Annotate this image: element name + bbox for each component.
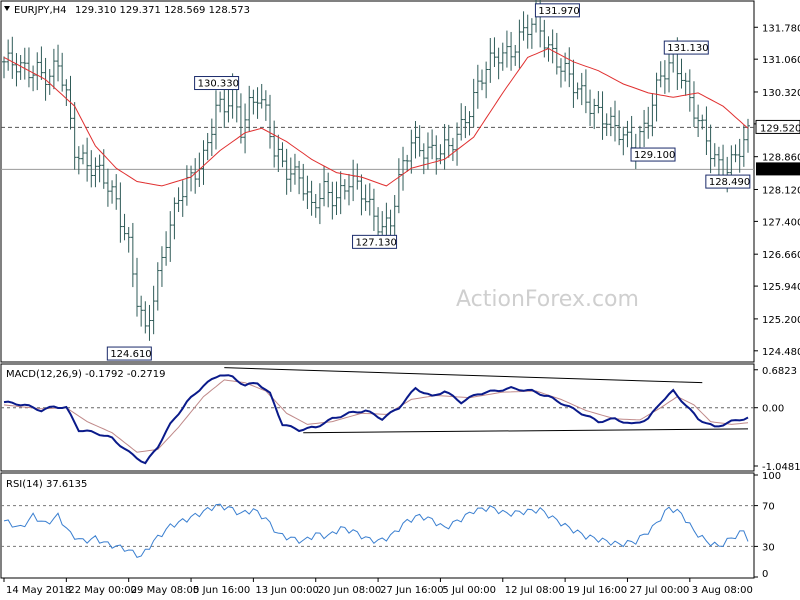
price-annotation-box xyxy=(705,174,751,189)
price-y-tick-label: 131.060 xyxy=(762,55,800,66)
x-tick-label: 14 May 2018 xyxy=(6,585,71,596)
x-tick-label: 29 May 08:00 xyxy=(131,585,200,596)
rsi-panel-frame xyxy=(0,472,755,579)
price-y-tick-label: 127.400 xyxy=(762,217,800,228)
level-price-label: 129.520 xyxy=(760,123,800,134)
price-annotation-box xyxy=(663,40,709,55)
rsi-series xyxy=(1,503,754,559)
header-symbol: EURJPY,H4 xyxy=(14,5,67,16)
current-price-label: 128.573 xyxy=(760,165,800,176)
current-price-box xyxy=(756,162,800,176)
rsi-line xyxy=(3,503,749,559)
macd-y-tick-label: 0.00 xyxy=(762,404,784,415)
price-panel-frame xyxy=(0,0,755,363)
header-ohlc: 129.310 129.371 128.569 128.573 xyxy=(75,5,250,16)
rsi-y-tick-label: 0 xyxy=(762,569,768,580)
macd-y-tick-label: 0.6823 xyxy=(762,366,797,377)
x-tick-label: 27 Jul 00:00 xyxy=(629,585,689,596)
rsi-y-tick-label: 30 xyxy=(762,542,775,553)
x-tick-label: 5 Jun 16:00 xyxy=(193,585,250,596)
level-price-box xyxy=(755,119,800,134)
macd-y-tick-label: -1.0481 xyxy=(762,462,800,473)
price-annotation-label: 127.130 xyxy=(356,237,397,248)
price-y-tick-label: 130.320 xyxy=(762,88,800,99)
price-annotation-box xyxy=(106,346,152,361)
price-y-tick-label: 125.940 xyxy=(762,282,800,293)
price-annotation-box xyxy=(194,76,240,91)
watermark: ActionForex.com xyxy=(456,287,639,312)
x-tick-label: 22 May 00:00 xyxy=(68,585,137,596)
axes: 131.780131.060130.320129.600128.860128.1… xyxy=(3,23,800,596)
price-y-tick-label: 128.120 xyxy=(762,185,800,196)
macd-trendline xyxy=(224,367,703,384)
x-tick-label: 27 Jun 16:00 xyxy=(380,585,444,596)
price-y-tick-label: 131.780 xyxy=(762,23,800,34)
header-arrow-icon xyxy=(4,6,10,11)
rsi-y-tick-label: 70 xyxy=(762,502,775,513)
macd-series xyxy=(1,367,754,465)
price-annotation-label: 130.330 xyxy=(198,79,239,90)
x-tick-label: 5 Jul 00:00 xyxy=(442,585,496,596)
price-annotation-label: 129.100 xyxy=(634,150,675,161)
x-tick-label: 3 Aug 08:00 xyxy=(692,585,753,596)
x-tick-label: 12 Jul 08:00 xyxy=(505,585,565,596)
price-annotation-box xyxy=(352,234,398,249)
x-tick-label: 19 Jul 16:00 xyxy=(567,585,627,596)
x-tick-label: 20 Jun 08:00 xyxy=(318,585,382,596)
rsi-label: RSI(14) 37.6135 xyxy=(6,479,87,490)
price-y-tick-label: 128.860 xyxy=(762,153,800,164)
macd-line xyxy=(3,374,749,465)
macd-signal-line xyxy=(3,379,749,453)
macd-trendline xyxy=(303,428,749,434)
ema-line xyxy=(3,47,749,187)
macd-label: MACD(12,26,9) -0.1792 -0.2719 xyxy=(6,369,166,380)
price-annotation-label: 131.130 xyxy=(667,43,708,54)
price-annotation-box xyxy=(630,147,676,162)
price-annotation-label: 124.610 xyxy=(110,349,151,360)
price-y-tick-label: 124.480 xyxy=(762,347,800,358)
price-annotation-label: 131.970 xyxy=(538,6,579,17)
price-annotation-label: 128.490 xyxy=(709,177,750,188)
price-y-tick-label: 125.200 xyxy=(762,315,800,326)
price-annotation-box xyxy=(534,3,580,18)
price-series: 124.610 130.330 127.130 131.970 129.100 131.1… xyxy=(1,0,754,361)
rsi-y-tick-label: 100 xyxy=(762,471,781,482)
price-y-tick-label: 126.660 xyxy=(762,250,800,261)
x-tick-label: 13 Jun 00:00 xyxy=(255,585,319,596)
